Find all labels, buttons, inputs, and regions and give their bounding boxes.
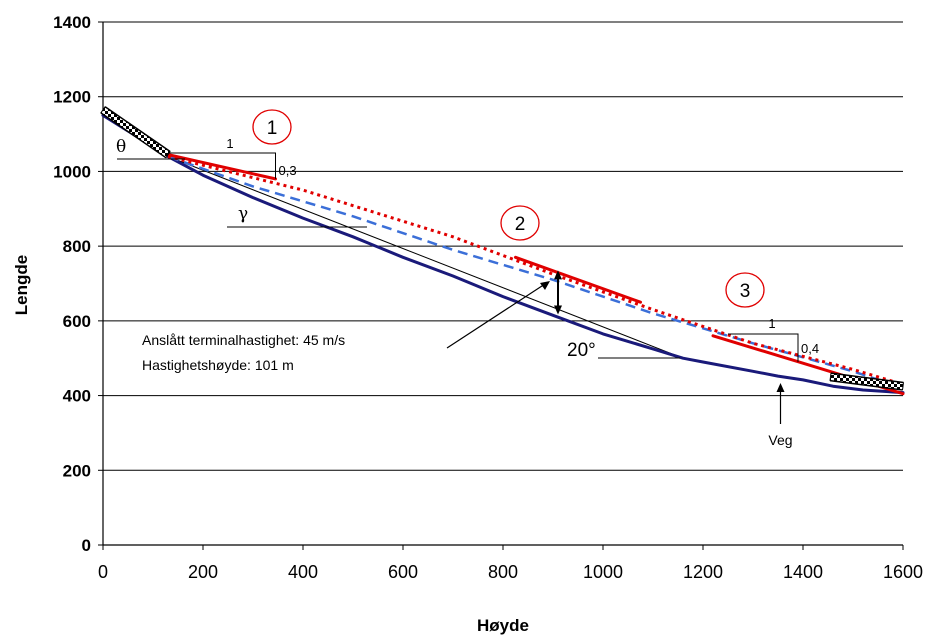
marker-3-circle (725, 272, 765, 308)
slope3-triangle (728, 333, 799, 362)
series-chord (167, 156, 684, 359)
y-tick-label-1400: 1400 (53, 13, 91, 32)
y-tick-label-1200: 1200 (53, 88, 91, 107)
pointer-arrow-head (540, 281, 550, 290)
road-label: Veg (768, 432, 792, 448)
y-tick-label-800: 800 (63, 237, 91, 256)
theta-symbol: θ (116, 137, 126, 157)
series-layer (100, 106, 905, 396)
x-tick-label-1600: 1600 (883, 562, 923, 582)
slope1-triangle (205, 152, 276, 179)
series-red-solid-1 (166, 153, 277, 181)
speed-height-text: Hastighetshøyde: 101 m (142, 357, 294, 373)
x-tick-label-600: 600 (388, 562, 418, 582)
x-tick-label-800: 800 (488, 562, 518, 582)
marker-1-circle (252, 109, 292, 145)
gamma-symbol: γ (238, 204, 248, 224)
marker-2-circle (500, 205, 540, 241)
slope1-run-label: 1 (226, 136, 233, 151)
x-tick-label-400: 400 (288, 562, 318, 582)
double-arrow-head-bottom (554, 305, 562, 315)
x-axis-title: Høyde (477, 616, 529, 635)
y-tick-label-1000: 1000 (53, 162, 91, 181)
series-checkered-1 (100, 106, 171, 159)
road-arrow-head (776, 383, 785, 392)
y-tick-label-0: 0 (82, 536, 91, 555)
x-tick-label-200: 200 (188, 562, 218, 582)
slope3-rise-label: 0,4 (801, 341, 819, 356)
double-arrow-head-top (554, 270, 562, 280)
pointer-arrow-line (446, 283, 546, 349)
y-tick-label-400: 400 (63, 387, 91, 406)
series-red-solid-2 (514, 255, 642, 304)
series-red-dotted (167, 155, 904, 386)
terminal-speed-text: Anslått terminalhastighet: 45 m/s (142, 332, 345, 348)
marker-1-label: 1 (267, 118, 278, 139)
slope1-rise-label: 0,3 (279, 163, 297, 178)
y-axis-title: Lengde (12, 255, 31, 315)
axes (98, 21, 904, 550)
angle-20-label: 20° (567, 340, 596, 361)
marker-3-label: 3 (740, 281, 751, 302)
annotation-layer: 1 2 3 1 0,3 θ γ 1 0,4 20° Anslått terminalhastighe… (116, 109, 819, 448)
x-tick-label-0: 0 (98, 562, 108, 582)
y-tick-label-200: 200 (63, 461, 91, 480)
marker-2-label: 2 (515, 214, 526, 235)
x-tick-label-1200: 1200 (683, 562, 723, 582)
gridlines (103, 21, 903, 471)
x-tick-label-1400: 1400 (783, 562, 823, 582)
y-tick-label-600: 600 (63, 312, 91, 331)
x-tick-label-1000: 1000 (583, 562, 623, 582)
series-checkered-2 (829, 372, 905, 391)
series-terrain (101, 113, 905, 395)
slope3-run-label: 1 (768, 316, 775, 331)
